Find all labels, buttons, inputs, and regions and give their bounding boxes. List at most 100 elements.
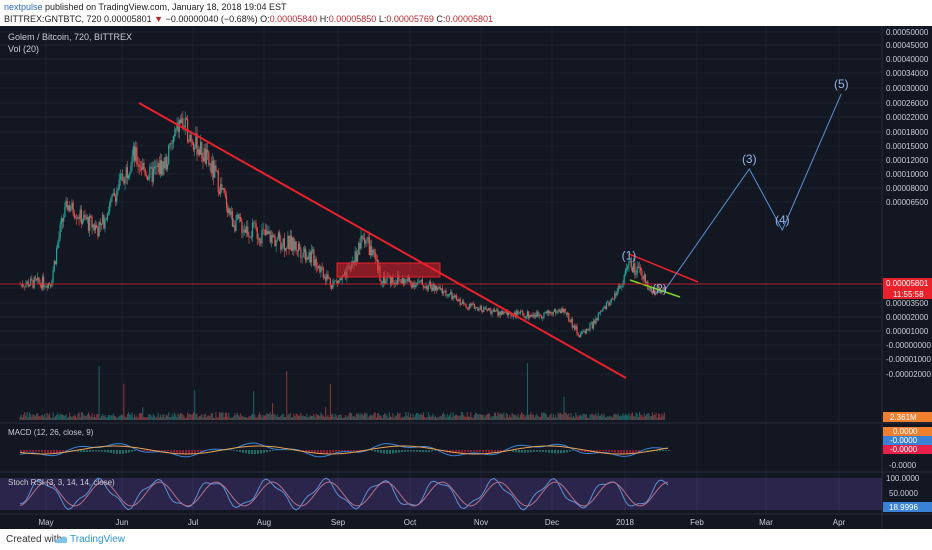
- time-tick-label: Dec: [545, 518, 559, 527]
- price-axis[interactable]: 0.00050000 0.00045000 0.00040000 0.00034000…: [886, 28, 931, 379]
- volume-bar: [110, 415, 112, 420]
- candle-body: [352, 261, 354, 264]
- candle-body: [237, 214, 239, 219]
- volume-bar: [629, 416, 631, 420]
- volume-bar: [508, 417, 510, 420]
- price-tick-label: 0.00026000: [886, 99, 929, 108]
- volume-bar: [215, 412, 217, 420]
- candle-body: [543, 312, 545, 317]
- candle-body: [202, 158, 204, 162]
- volume-bar: [56, 414, 58, 420]
- candle-body: [627, 266, 629, 269]
- volume-bar: [613, 414, 615, 420]
- candle-body: [262, 229, 264, 231]
- candle-body: [120, 174, 123, 175]
- candle-body: [447, 294, 449, 296]
- macd-histogram-bar: [53, 450, 55, 454]
- candle-body: [70, 209, 72, 211]
- macd-histogram-bar: [38, 450, 40, 453]
- candle-body: [507, 311, 510, 316]
- volume-bar: [54, 416, 56, 420]
- downtrend-line[interactable]: [138, 102, 627, 379]
- candle-body: [420, 279, 422, 282]
- volume-bar: [352, 416, 354, 420]
- candle-body: [142, 162, 144, 170]
- volume-bar: [220, 412, 222, 420]
- macd-histogram-bar: [464, 450, 466, 453]
- candle-body: [45, 285, 47, 287]
- volume-bar: [419, 414, 421, 420]
- candle-body: [579, 334, 582, 338]
- candle-body: [102, 215, 104, 224]
- resistance-box[interactable]: [336, 262, 441, 278]
- volume-bar: [580, 414, 582, 420]
- volume-bar: [335, 415, 337, 420]
- volume-bar: [642, 416, 644, 420]
- volume-bar: [607, 416, 609, 420]
- volume-bar: [45, 417, 47, 420]
- time-axis[interactable]: May Jun Jul Aug Sep Oct Nov Dec 2018 Feb Mar Apr: [38, 518, 845, 527]
- chart-area[interactable]: (1) (2) (3) (4) (5) 0.00050000 0.00045000 0.00…: [0, 26, 932, 529]
- volume-bar: [437, 416, 439, 420]
- candle-body: [335, 280, 337, 282]
- volume-bar: [479, 414, 481, 420]
- candle-body: [307, 257, 309, 259]
- volume-bar: [318, 414, 320, 420]
- candle-body: [637, 266, 639, 268]
- volume-bar: [403, 417, 405, 420]
- macd-histogram-bar: [26, 450, 28, 453]
- candle-body: [244, 229, 247, 233]
- wedge-support-line[interactable]: [629, 279, 681, 298]
- macd-histogram-bar: [494, 450, 496, 453]
- candle-body: [482, 310, 484, 312]
- volume-bar: [467, 416, 469, 420]
- volume-bar: [180, 412, 182, 420]
- macd-histogram-bar: [617, 450, 619, 454]
- candle-body: [89, 215, 91, 231]
- volume-bar: [525, 415, 527, 420]
- macd-histogram-bar: [632, 450, 634, 454]
- candle-body: [594, 320, 596, 324]
- candle-body: [249, 236, 251, 238]
- volume-bar: [517, 413, 519, 420]
- volume-bar: [503, 412, 505, 420]
- candle-body: [164, 157, 166, 169]
- author-link[interactable]: nextpulse: [4, 2, 43, 12]
- candle-body: [407, 277, 409, 282]
- macd-histogram-bar: [665, 450, 667, 451]
- macd-histogram-bar: [512, 450, 514, 452]
- candle-body: [162, 161, 164, 175]
- candle-body: [222, 188, 224, 190]
- open-value: 0.00005840: [269, 14, 318, 24]
- tradingview-brand[interactable]: TradingView: [70, 534, 126, 545]
- candle-body: [399, 279, 401, 282]
- candle-body: [84, 215, 86, 217]
- volume-bar: [502, 414, 504, 420]
- macd-histogram-bar: [380, 450, 382, 454]
- volume-bar: [154, 415, 156, 420]
- candle-body: [385, 280, 387, 284]
- volume-bar: [443, 412, 445, 420]
- volume-bar: [340, 414, 342, 420]
- candle-body: [313, 249, 315, 266]
- candle-body: [97, 227, 99, 237]
- candle-body: [198, 149, 200, 155]
- volume-bar: [399, 413, 401, 420]
- candle-body: [502, 311, 504, 314]
- candle-body: [305, 248, 307, 261]
- candle-body: [584, 331, 586, 334]
- chart-svg[interactable]: (1)(2)(3)(4)(5) 0.000500000.000450000.00…: [0, 26, 932, 529]
- candle-body: [600, 311, 602, 313]
- wedge-upper-line[interactable]: [628, 253, 699, 283]
- publish-line: nextpulse published on TradingView.com, …: [4, 2, 287, 12]
- volume-bar: [209, 415, 211, 420]
- volume-bar: [570, 412, 572, 420]
- volume-bar: [488, 413, 489, 420]
- candle-body: [333, 281, 335, 284]
- candle-body: [124, 177, 126, 184]
- volume-bar: [149, 414, 151, 420]
- macd-histogram-bar: [410, 450, 412, 452]
- macd-histogram-bar: [569, 450, 571, 452]
- volume-bar: [336, 417, 338, 420]
- volume-bar: [610, 416, 612, 420]
